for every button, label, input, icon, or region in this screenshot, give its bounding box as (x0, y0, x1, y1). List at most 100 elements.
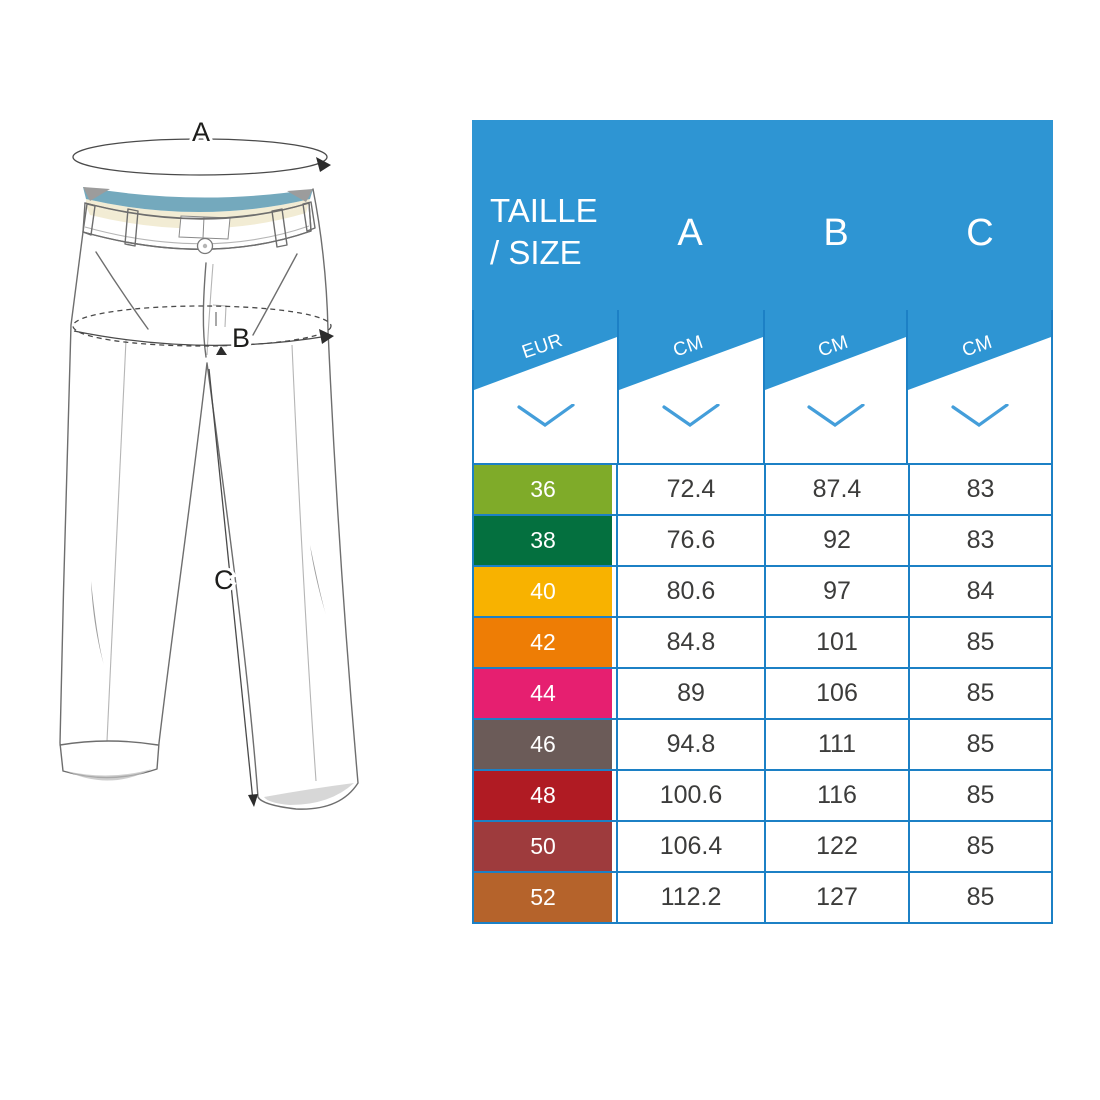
measure-b-label: B (232, 323, 250, 353)
waistband-inner-front (86, 206, 308, 229)
waistband-front (82, 202, 312, 250)
value-cell-50-c: 85 (910, 822, 1051, 871)
pants-silhouette (59, 188, 359, 810)
waistband-center-tab (178, 215, 231, 240)
value-cell-52-c: 85 (910, 873, 1051, 922)
size-chip: 42 (474, 618, 612, 667)
table-header: TAILLE / SIZE A B C (472, 120, 1053, 310)
center-tab-seam (202, 216, 205, 239)
unit-wedge (765, 310, 906, 390)
chevron-down-icon (806, 404, 865, 427)
shade-left-knee (91, 581, 104, 665)
value-cell-46-c: 85 (910, 720, 1051, 769)
value-cell-42-a: 84.8 (618, 618, 764, 667)
value-cell-40-a: 80.6 (618, 567, 764, 616)
measure-c-top-arrowhead (216, 346, 227, 355)
value-cell-48-c: 85 (910, 771, 1051, 820)
value-cell-38-a: 76.6 (618, 516, 764, 565)
value-cell-36-a: 72.4 (618, 465, 764, 514)
chevron-down-icon (950, 404, 1009, 427)
unit-cell-size: EUR (474, 310, 617, 463)
value-cell-42-c: 85 (910, 618, 1051, 667)
size-chip: 44 (474, 669, 612, 718)
pocket-slant-right (252, 253, 298, 336)
unit-wedge (619, 310, 763, 390)
size-cell-48: 48 (474, 771, 616, 820)
value-cell-42-b: 101 (766, 618, 908, 667)
size-grid: 36 72.4 87.4 83 38 76.6 92 83 40 80.6 97 84 42 84.8 10… (472, 463, 1053, 924)
size-cell-38: 38 (474, 516, 616, 565)
value-cell-40-b: 97 (766, 567, 908, 616)
size-cell-46: 46 (474, 720, 616, 769)
fly-seam (202, 262, 207, 358)
measure-c-line (208, 368, 254, 802)
cuff-left (59, 740, 159, 746)
value-cell-46-a: 94.8 (618, 720, 764, 769)
size-chip: 52 (474, 873, 612, 922)
unit-cell-c: CM (906, 310, 1051, 463)
size-table: TAILLE / SIZE A B C EUR CM CM (472, 120, 1053, 924)
size-chip: 46 (474, 720, 612, 769)
measure-b-ellipse (72, 305, 332, 347)
units-row: EUR CM CM CM (472, 310, 1053, 463)
measure-b-arrowhead (319, 329, 334, 344)
unit-cell-b: CM (763, 310, 906, 463)
belt-loop-far-left (82, 203, 96, 236)
value-cell-38-b: 92 (766, 516, 908, 565)
size-cell-40: 40 (474, 567, 616, 616)
measure-a-ellipse (72, 138, 328, 176)
value-cell-52-b: 127 (766, 873, 908, 922)
waistband-lining-teal (83, 187, 313, 212)
shade-right-knee (310, 545, 326, 615)
value-cell-50-a: 106.4 (618, 822, 764, 871)
table-title: TAILLE / SIZE (490, 190, 598, 274)
value-cell-38-c: 83 (910, 516, 1051, 565)
table-title-line2: / SIZE (490, 234, 582, 271)
belt-loop-left (124, 208, 139, 247)
hem-shadow-right (264, 783, 354, 805)
size-chip: 36 (474, 465, 612, 514)
value-cell-40-c: 84 (910, 567, 1051, 616)
value-cell-46-b: 111 (766, 720, 908, 769)
table-title-line1: TAILLE (490, 192, 598, 229)
crease-right-leg (291, 344, 317, 782)
value-cell-50-b: 122 (766, 822, 908, 871)
unit-wedge (908, 310, 1051, 390)
value-cell-44-a: 89 (618, 669, 764, 718)
size-chip: 40 (474, 567, 612, 616)
waist-button-center (202, 243, 208, 249)
chevron-down-icon (516, 404, 575, 427)
size-cell-36: 36 (474, 465, 616, 514)
measure-a-arrowhead (316, 157, 331, 172)
measure-a-label: A (192, 117, 210, 147)
value-cell-52-a: 112.2 (618, 873, 764, 922)
column-header-b: B (823, 212, 849, 254)
size-chip: 50 (474, 822, 612, 871)
unit-wedge (474, 310, 617, 390)
value-cell-44-b: 106 (766, 669, 908, 718)
measure-c-arrowhead (248, 794, 258, 807)
hem-shadow-left (66, 769, 152, 781)
pocket-slant-left (95, 251, 149, 330)
pants-diagram: A B C (40, 105, 450, 835)
fly-stitch (206, 263, 227, 356)
unit-cell-a: CM (617, 310, 763, 463)
size-chip: 38 (474, 516, 612, 565)
pants-line-drawing: A B C (59, 114, 359, 810)
column-header-a: A (677, 212, 703, 254)
size-cell-52: 52 (474, 873, 616, 922)
value-cell-48-a: 100.6 (618, 771, 764, 820)
size-chip: 48 (474, 771, 612, 820)
size-cell-50: 50 (474, 822, 616, 871)
value-cell-36-b: 87.4 (766, 465, 908, 514)
crease-left-leg (106, 339, 127, 742)
chevron-down-icon (662, 404, 720, 427)
waistband-corner-shade-right (287, 189, 313, 202)
belt-loop-far-right (302, 201, 316, 232)
measure-b-line (73, 330, 329, 347)
waistband-corner-shade-left (83, 187, 110, 201)
value-cell-44-c: 85 (910, 669, 1051, 718)
value-cell-48-b: 116 (766, 771, 908, 820)
column-header-c: C (966, 212, 994, 254)
